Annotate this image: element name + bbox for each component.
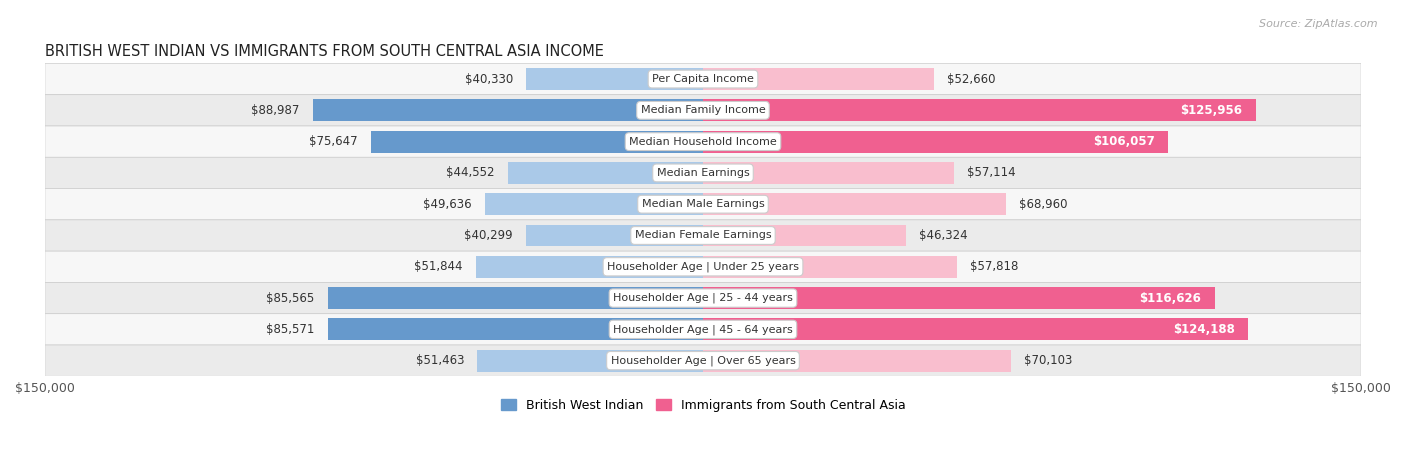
Text: $85,565: $85,565 — [266, 291, 315, 304]
Bar — [475, 256, 703, 278]
FancyBboxPatch shape — [45, 345, 1361, 376]
Text: Householder Age | 45 - 64 years: Householder Age | 45 - 64 years — [613, 324, 793, 335]
Bar — [703, 350, 1011, 372]
Bar — [703, 99, 1256, 121]
FancyBboxPatch shape — [45, 126, 1361, 157]
FancyBboxPatch shape — [45, 220, 1361, 251]
Text: Householder Age | 25 - 44 years: Householder Age | 25 - 44 years — [613, 293, 793, 304]
Bar — [703, 256, 956, 278]
FancyBboxPatch shape — [45, 64, 1361, 95]
Text: Source: ZipAtlas.com: Source: ZipAtlas.com — [1260, 19, 1378, 28]
Bar — [703, 225, 907, 247]
Bar — [526, 68, 703, 90]
Text: Median Male Earnings: Median Male Earnings — [641, 199, 765, 209]
Text: $75,647: $75,647 — [309, 135, 359, 148]
Bar — [703, 131, 1168, 153]
Text: $106,057: $106,057 — [1094, 135, 1156, 148]
Bar — [508, 162, 703, 184]
FancyBboxPatch shape — [45, 95, 1361, 126]
Text: $116,626: $116,626 — [1140, 291, 1202, 304]
Bar — [526, 225, 703, 247]
Text: $40,299: $40,299 — [464, 229, 513, 242]
Text: $51,844: $51,844 — [413, 260, 463, 273]
Text: Median Female Earnings: Median Female Earnings — [634, 231, 772, 241]
Bar — [312, 99, 703, 121]
Text: $46,324: $46,324 — [920, 229, 967, 242]
Text: Median Earnings: Median Earnings — [657, 168, 749, 178]
Text: $68,960: $68,960 — [1019, 198, 1067, 211]
Bar — [703, 162, 953, 184]
Text: Per Capita Income: Per Capita Income — [652, 74, 754, 84]
Bar — [477, 350, 703, 372]
Bar — [328, 318, 703, 340]
FancyBboxPatch shape — [45, 314, 1361, 345]
Text: Householder Age | Under 25 years: Householder Age | Under 25 years — [607, 262, 799, 272]
Text: $44,552: $44,552 — [446, 166, 495, 179]
Text: Median Household Income: Median Household Income — [628, 137, 778, 147]
Text: BRITISH WEST INDIAN VS IMMIGRANTS FROM SOUTH CENTRAL ASIA INCOME: BRITISH WEST INDIAN VS IMMIGRANTS FROM S… — [45, 44, 603, 59]
Text: $88,987: $88,987 — [252, 104, 299, 117]
Text: $124,188: $124,188 — [1173, 323, 1234, 336]
Bar — [703, 193, 1005, 215]
Text: Median Family Income: Median Family Income — [641, 106, 765, 115]
Bar — [371, 131, 703, 153]
Legend: British West Indian, Immigrants from South Central Asia: British West Indian, Immigrants from Sou… — [496, 394, 910, 417]
Text: $51,463: $51,463 — [416, 354, 464, 367]
Text: $57,818: $57,818 — [970, 260, 1018, 273]
Text: $85,571: $85,571 — [266, 323, 315, 336]
Text: $52,660: $52,660 — [948, 72, 995, 85]
Text: $49,636: $49,636 — [423, 198, 472, 211]
Text: $57,114: $57,114 — [967, 166, 1015, 179]
Bar — [703, 287, 1215, 309]
Text: Householder Age | Over 65 years: Householder Age | Over 65 years — [610, 355, 796, 366]
Bar — [485, 193, 703, 215]
FancyBboxPatch shape — [45, 189, 1361, 220]
Bar — [703, 318, 1247, 340]
Text: $125,956: $125,956 — [1181, 104, 1243, 117]
Bar — [328, 287, 703, 309]
FancyBboxPatch shape — [45, 283, 1361, 314]
Text: $40,330: $40,330 — [464, 72, 513, 85]
Text: $70,103: $70,103 — [1024, 354, 1073, 367]
FancyBboxPatch shape — [45, 251, 1361, 283]
FancyBboxPatch shape — [45, 157, 1361, 189]
Bar — [703, 68, 934, 90]
